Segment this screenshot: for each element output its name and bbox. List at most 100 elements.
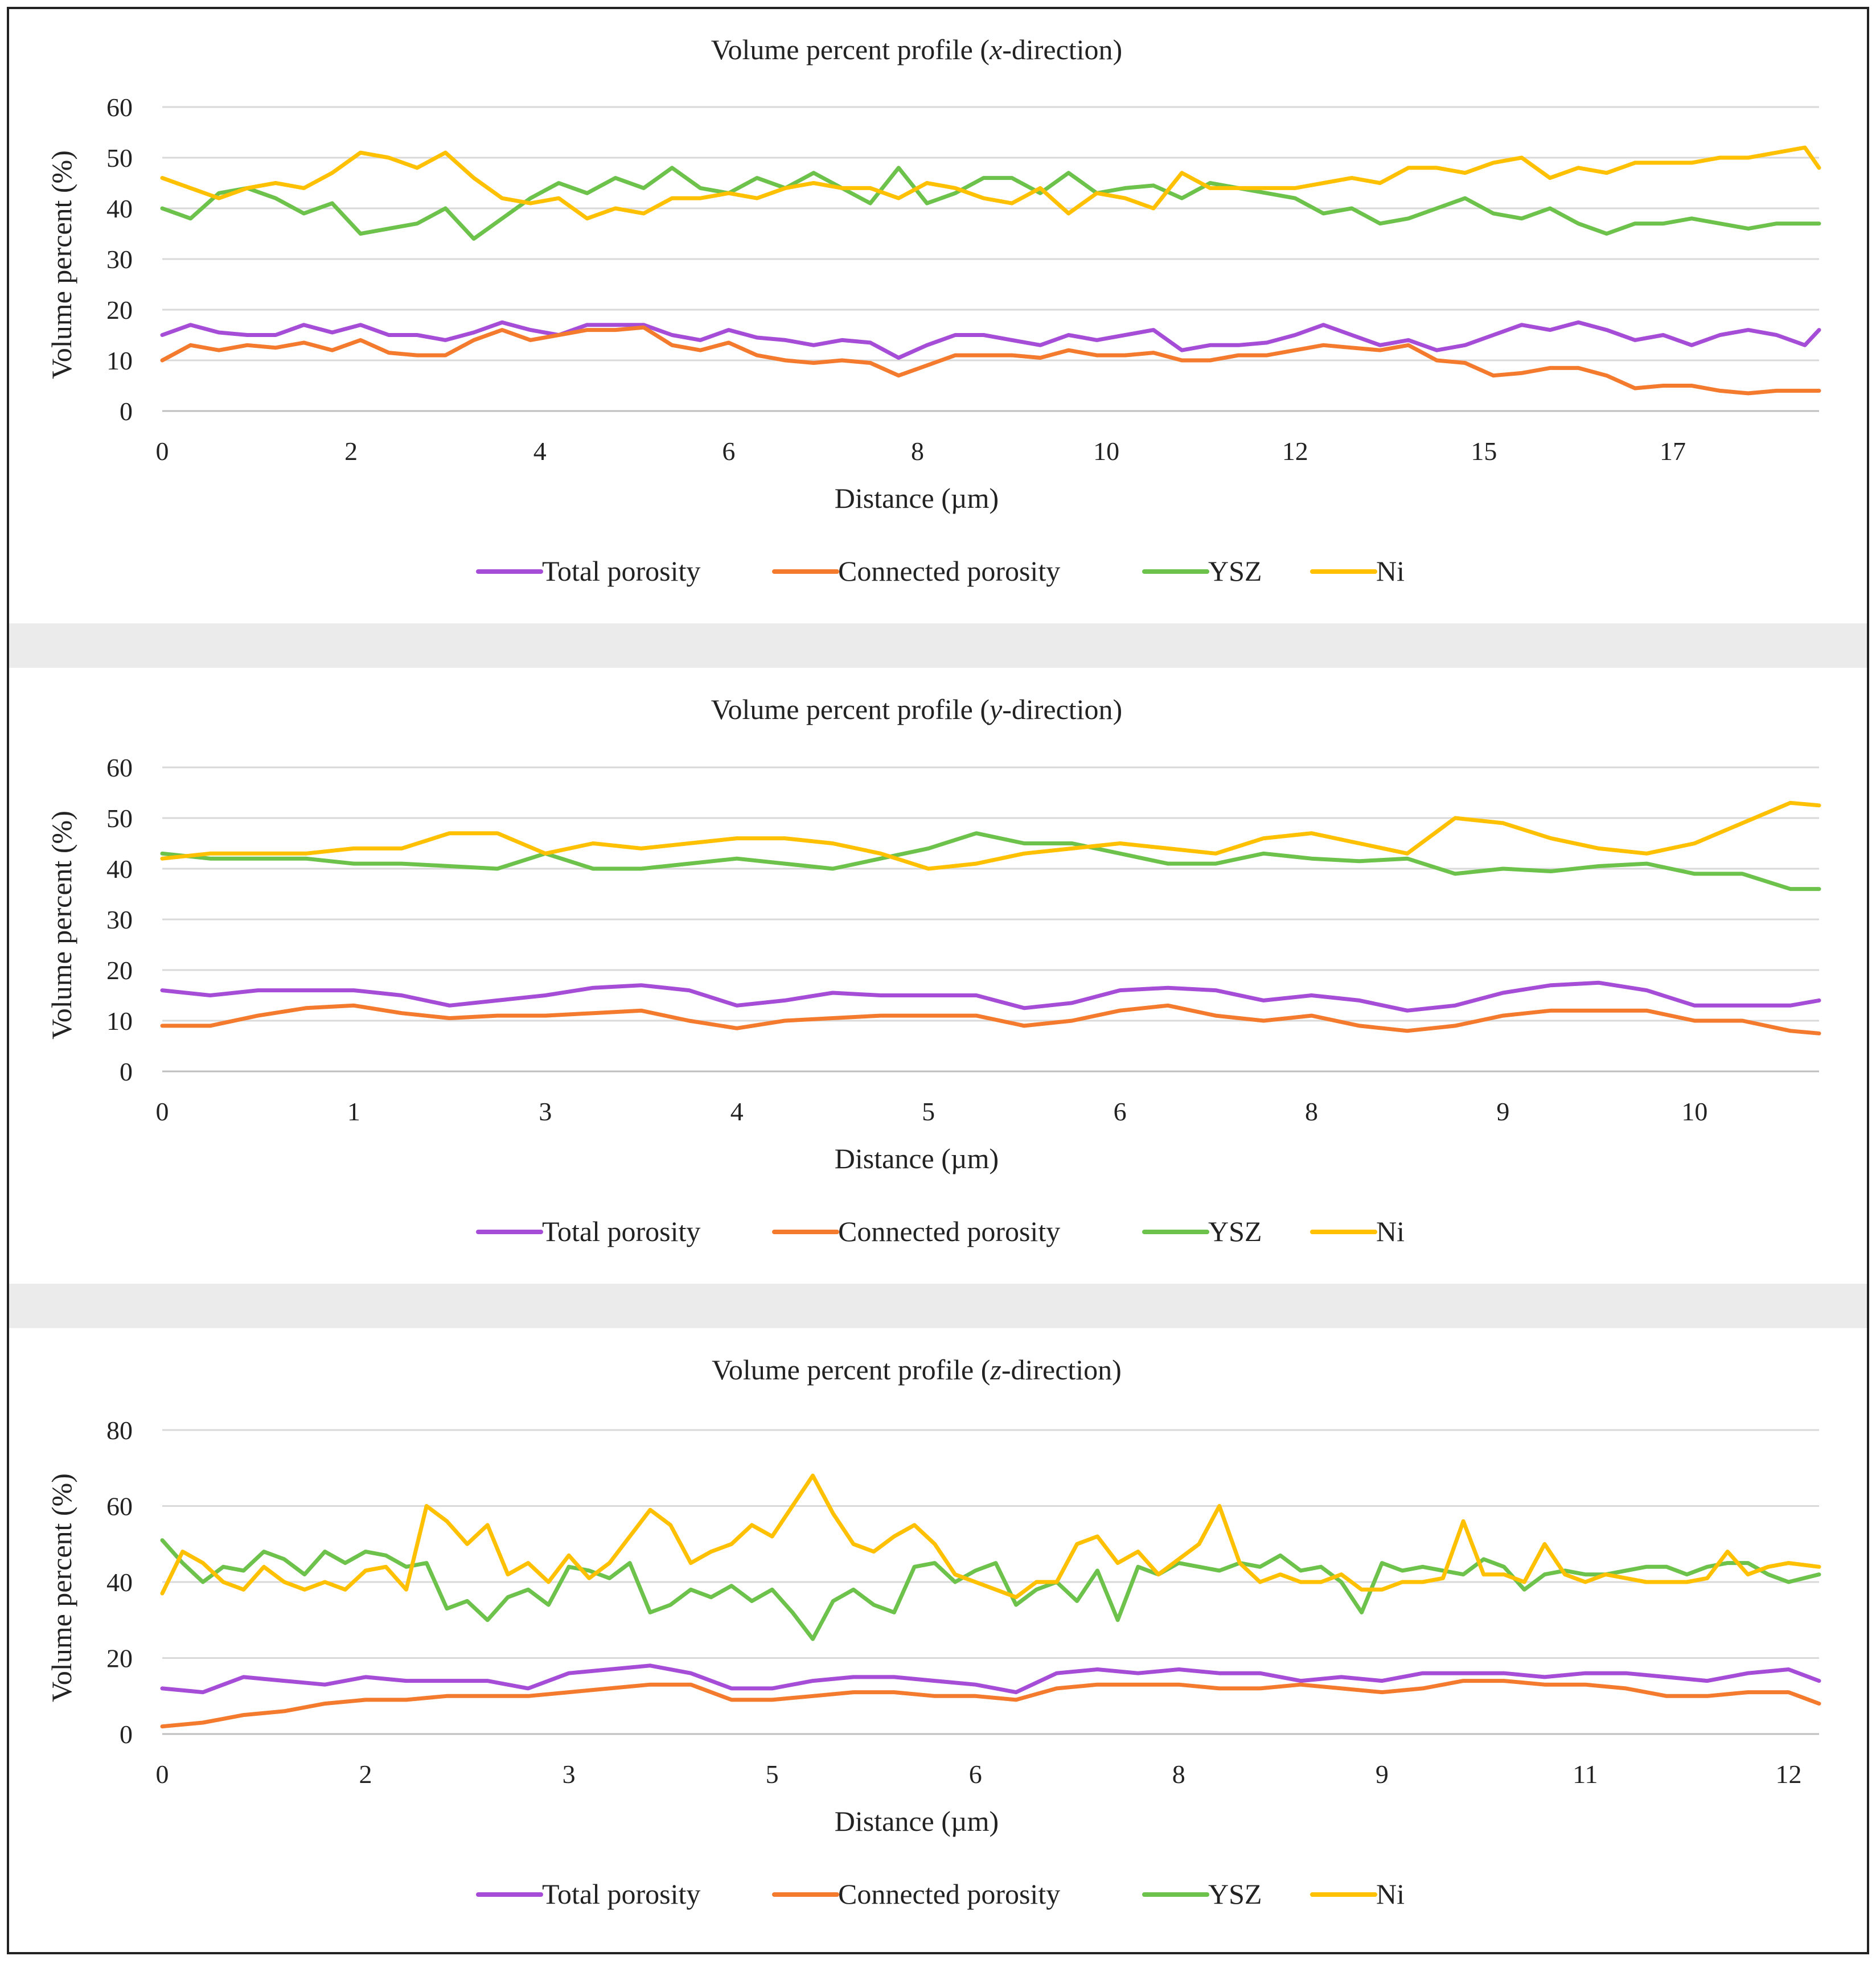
legend-label-ysz: YSZ xyxy=(1208,555,1262,587)
x-axis-label: Distance (µm) xyxy=(835,1143,999,1174)
chart-title: Volume percent profile (y-direction) xyxy=(711,693,1122,725)
x-tick-label-4: 4 xyxy=(730,1097,744,1126)
chart-title: Volume percent profile (x-direction) xyxy=(711,34,1122,65)
y-axis-label: Volume percent (%) xyxy=(46,811,77,1039)
x-tick-label-5: 5 xyxy=(766,1760,779,1789)
series-line-ysz xyxy=(160,1538,1821,1641)
x-tick-label-4: 4 xyxy=(533,437,547,466)
series-line-connected-porosity xyxy=(160,1679,1821,1729)
x-tick-label-0: 0 xyxy=(156,1760,169,1789)
chart-title-prefix: Volume percent profile ( xyxy=(711,693,990,725)
chart-title-variable: z xyxy=(990,1354,1001,1386)
separator-band-2 xyxy=(8,1284,1868,1328)
legend-item-ni: Ni xyxy=(1310,1215,1405,1247)
y-tick-label-20: 20 xyxy=(106,295,133,324)
y-tick-label-60: 60 xyxy=(106,1492,133,1521)
x-tick-label-5: 5 xyxy=(922,1097,935,1126)
series-line-ysz xyxy=(160,831,1821,891)
charts-layer: Volume percent profile (x-direction)0102… xyxy=(46,34,1821,1910)
series-line-ni xyxy=(160,1473,1821,1600)
x-tick-label-1: 1 xyxy=(347,1097,360,1126)
legend-item-total-porosity: Total porosity xyxy=(476,555,700,587)
series-line-ni xyxy=(160,800,1821,871)
x-tick-label-17: 17 xyxy=(1660,437,1686,466)
series-line-connected-porosity xyxy=(160,1003,1821,1036)
chart-y-direction: Volume percent profile (y-direction)0102… xyxy=(46,693,1821,1247)
x-tick-label-2: 2 xyxy=(359,1760,372,1789)
y-tick-label-20: 20 xyxy=(106,1644,133,1673)
legend-label-total-porosity: Total porosity xyxy=(542,1878,700,1910)
legend-label-connected-porosity: Connected porosity xyxy=(838,1215,1060,1247)
x-tick-label-12: 12 xyxy=(1282,437,1308,466)
legend-label-ni: Ni xyxy=(1376,1215,1405,1247)
x-tick-label-15: 15 xyxy=(1471,437,1497,466)
legend-label-ysz: YSZ xyxy=(1208,1878,1262,1910)
x-tick-label-6: 6 xyxy=(722,437,735,466)
x-tick-label-9: 9 xyxy=(1496,1097,1509,1126)
y-tick-label-20: 20 xyxy=(106,956,133,985)
y-tick-label-40: 40 xyxy=(106,194,133,223)
y-tick-label-80: 80 xyxy=(106,1416,133,1445)
y-tick-label-30: 30 xyxy=(106,905,133,934)
x-tick-label-8: 8 xyxy=(1305,1097,1318,1126)
y-axis-label: Volume percent (%) xyxy=(46,1473,77,1702)
x-tick-label-12: 12 xyxy=(1775,1760,1801,1789)
chart-title-variable: x xyxy=(989,34,1002,65)
series-line-total-porosity xyxy=(160,320,1821,360)
chart-title-prefix: Volume percent profile ( xyxy=(712,1354,990,1386)
legend-item-ni: Ni xyxy=(1310,555,1405,587)
legend-item-total-porosity: Total porosity xyxy=(476,1878,700,1910)
y-tick-label-40: 40 xyxy=(106,1568,133,1597)
legend-item-ysz: YSZ xyxy=(1142,555,1262,587)
series-line-total-porosity xyxy=(160,1663,1821,1695)
legend-item-total-porosity: Total porosity xyxy=(476,1215,700,1247)
legend-label-connected-porosity: Connected porosity xyxy=(838,1878,1060,1910)
y-tick-label-0: 0 xyxy=(120,1720,133,1749)
chart-title-suffix: -direction) xyxy=(1001,1354,1122,1386)
y-tick-label-0: 0 xyxy=(120,397,133,426)
y-tick-label-10: 10 xyxy=(106,346,133,375)
y-tick-label-30: 30 xyxy=(106,245,133,274)
chart-z-direction: Volume percent profile (z-direction)0204… xyxy=(46,1354,1821,1910)
x-tick-label-6: 6 xyxy=(969,1760,982,1789)
series-line-ysz xyxy=(160,166,1821,241)
y-tick-label-50: 50 xyxy=(106,804,133,833)
legend-item-ysz: YSZ xyxy=(1142,1878,1262,1910)
x-tick-label-3: 3 xyxy=(563,1760,576,1789)
legend-item-connected-porosity: Connected porosity xyxy=(772,1878,1060,1910)
legend-label-connected-porosity: Connected porosity xyxy=(838,555,1060,587)
legend-item-connected-porosity: Connected porosity xyxy=(772,1215,1060,1247)
series-line-total-porosity xyxy=(160,980,1821,1013)
y-tick-label-10: 10 xyxy=(106,1006,133,1036)
chart-title: Volume percent profile (z-direction) xyxy=(712,1354,1122,1386)
x-axis-label: Distance (µm) xyxy=(835,1805,999,1837)
x-tick-label-0: 0 xyxy=(156,1097,169,1126)
chart-title-suffix: -direction) xyxy=(1002,693,1122,725)
legend-label-total-porosity: Total porosity xyxy=(542,1215,700,1247)
chart-title-variable: y xyxy=(987,693,1003,725)
y-tick-label-50: 50 xyxy=(106,143,133,172)
legend-label-total-porosity: Total porosity xyxy=(542,555,700,587)
y-tick-label-60: 60 xyxy=(106,93,133,122)
x-tick-label-6: 6 xyxy=(1114,1097,1127,1126)
x-tick-label-10: 10 xyxy=(1093,437,1119,466)
legend-item-ni: Ni xyxy=(1310,1878,1405,1910)
legend-item-connected-porosity: Connected porosity xyxy=(772,555,1060,587)
separator-band-1 xyxy=(8,623,1868,668)
legend-label-ni: Ni xyxy=(1376,555,1405,587)
legend-label-ysz: YSZ xyxy=(1208,1215,1262,1247)
y-axis-label: Volume percent (%) xyxy=(46,150,77,379)
legend-item-ysz: YSZ xyxy=(1142,1215,1262,1247)
x-tick-label-8: 8 xyxy=(1172,1760,1185,1789)
series-line-ni xyxy=(160,145,1821,221)
x-axis-label: Distance (µm) xyxy=(835,482,999,514)
x-tick-label-10: 10 xyxy=(1681,1097,1707,1126)
x-tick-label-3: 3 xyxy=(539,1097,552,1126)
x-tick-label-2: 2 xyxy=(344,437,358,466)
y-tick-label-0: 0 xyxy=(120,1057,133,1086)
x-tick-label-9: 9 xyxy=(1376,1760,1389,1789)
legend-label-ni: Ni xyxy=(1376,1878,1405,1910)
